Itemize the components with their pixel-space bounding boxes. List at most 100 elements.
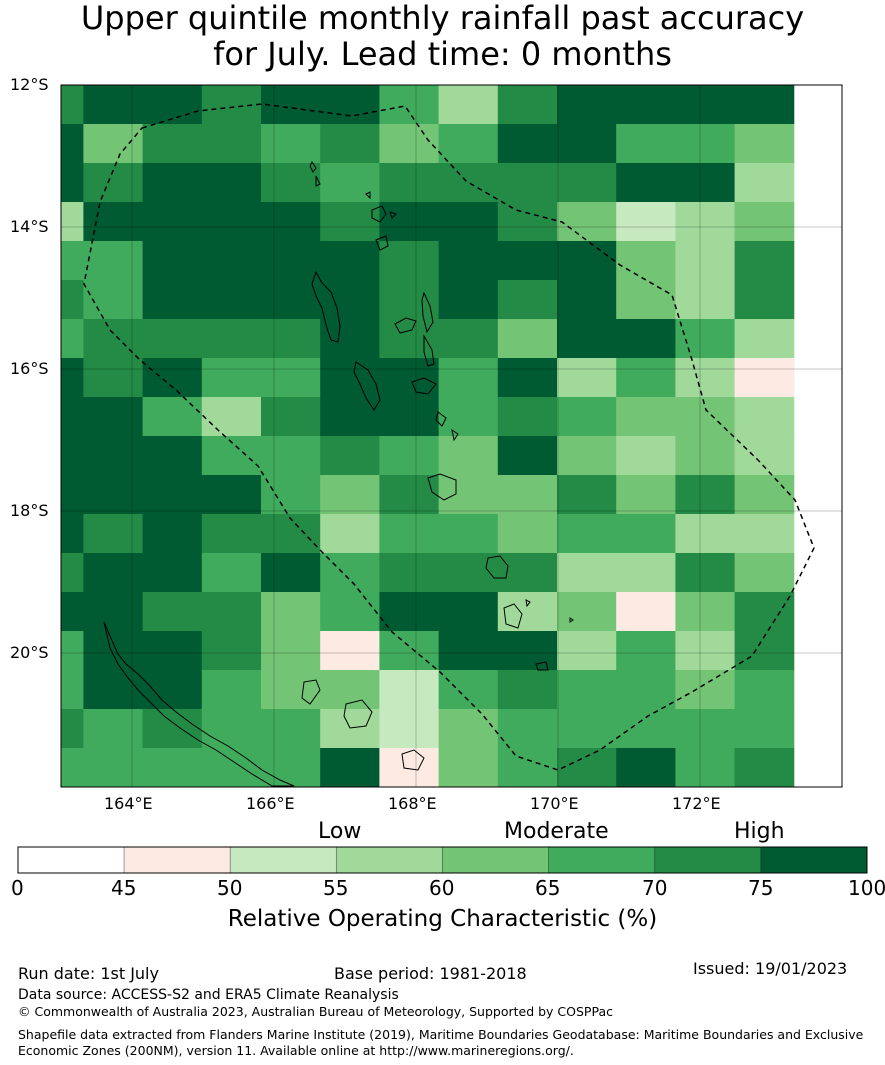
- grid-cell: [83, 553, 144, 593]
- grid-cell: [734, 202, 795, 242]
- colorbar-tick-45: 45: [111, 876, 137, 900]
- grid-cell: [616, 241, 676, 281]
- grid-cell: [261, 514, 321, 554]
- grid-cell: [616, 319, 676, 359]
- grid-cell: [675, 553, 736, 593]
- grid-cell: [616, 85, 676, 125]
- grid-cell: [83, 475, 144, 515]
- grid-cell: [142, 709, 203, 749]
- grid-cell: [201, 85, 262, 125]
- colorbar-tick-75: 75: [748, 876, 774, 900]
- grid-cell: [379, 280, 440, 320]
- grid-cell: [675, 709, 736, 749]
- grid-cell: [201, 280, 262, 320]
- grid-cell: [142, 670, 203, 710]
- grid-cell: [438, 124, 499, 164]
- grid-cell: [497, 553, 558, 593]
- grid-cell: [675, 475, 736, 515]
- grid-cell: [83, 163, 144, 203]
- island-new-caledonia: [103, 621, 295, 787]
- grid-cell: [61, 358, 84, 398]
- grid-cell: [438, 514, 499, 554]
- grid-cell: [497, 397, 558, 437]
- island-matthew: [525, 599, 531, 608]
- grid-cell: [616, 514, 676, 554]
- grid-cell: [497, 202, 558, 242]
- grid-cell: [61, 202, 84, 242]
- island-torres-1: [309, 161, 317, 173]
- grid-cell: [320, 241, 380, 281]
- lat-label-14s: 14°S: [10, 217, 49, 236]
- grid-cell: [675, 748, 736, 788]
- eez-boundary: [83, 103, 815, 771]
- island-banks-2: [375, 235, 389, 251]
- grid-cell: [142, 85, 203, 125]
- grid-cell: [379, 709, 440, 749]
- shapefile-credit-line-1: Shapefile data extracted from Flanders M…: [18, 1027, 864, 1042]
- grid-cell: [557, 358, 617, 398]
- grid-cell: [734, 85, 795, 125]
- grid-cell: [261, 124, 321, 164]
- grid-cell: [83, 748, 144, 788]
- island-aoba: [394, 317, 417, 334]
- island-banks-1: [371, 205, 387, 223]
- grid-cell: [734, 436, 795, 476]
- grid-cell: [201, 475, 262, 515]
- grid-cell: [675, 592, 736, 632]
- grid-cell: [61, 397, 84, 437]
- grid-cell: [261, 85, 321, 125]
- grid-cell: [61, 748, 84, 788]
- grid-cell: [61, 436, 84, 476]
- grid-cell: [734, 280, 795, 320]
- grid-cell: [320, 592, 380, 632]
- island-efate: [427, 473, 457, 501]
- grid-cell: [320, 436, 380, 476]
- grid-cell: [557, 592, 617, 632]
- grid-cell: [616, 748, 676, 788]
- grid-cell: [83, 241, 144, 281]
- map-frame: [60, 84, 843, 788]
- grid-cell: [142, 553, 203, 593]
- grid-cell: [142, 124, 203, 164]
- grid-cell: [83, 514, 144, 554]
- grid-cell: [61, 670, 84, 710]
- grid-cell: [142, 475, 203, 515]
- category-label-low: Low: [318, 819, 362, 844]
- grid-cell: [261, 241, 321, 281]
- colorbar-bin: [760, 846, 868, 874]
- grid-cell: [320, 514, 380, 554]
- grid-cell: [616, 475, 676, 515]
- grid-cell: [83, 358, 144, 398]
- grid-cell: [320, 202, 380, 242]
- copyright: © Commonwealth of Australia 2023, Austra…: [18, 1004, 613, 1019]
- lon-label-166e: 166°E: [246, 794, 295, 813]
- grid-cell: [497, 631, 558, 671]
- grid-cell: [675, 280, 736, 320]
- island-banks-4: [389, 211, 397, 219]
- grid-cell: [675, 202, 736, 242]
- grid-cell: [734, 709, 795, 749]
- grid-cell: [675, 670, 736, 710]
- grid-cell: [261, 670, 321, 710]
- grid-cell: [497, 358, 558, 398]
- lon-label-172e: 172°E: [672, 794, 721, 813]
- grid-cell: [261, 319, 321, 359]
- grid-cell: [557, 748, 617, 788]
- grid-cell: [379, 124, 440, 164]
- colorbar-bin: [123, 846, 231, 874]
- colorbar-tick-65: 65: [535, 876, 561, 900]
- grid-cell: [734, 514, 795, 554]
- grid-cell: [734, 319, 795, 359]
- grid-cell: [320, 358, 380, 398]
- grid-cell: [438, 475, 499, 515]
- grid-cell: [379, 319, 440, 359]
- lon-label-164e: 164°E: [104, 794, 153, 813]
- grid-cell: [497, 748, 558, 788]
- grid-cell: [616, 436, 676, 476]
- island-loyalty-lifou: [343, 699, 373, 729]
- title-line-1: Upper quintile monthly rainfall past acc…: [80, 0, 805, 37]
- grid-cell: [557, 436, 617, 476]
- lat-label-16s: 16°S: [10, 359, 49, 378]
- grid-cell: [201, 553, 262, 593]
